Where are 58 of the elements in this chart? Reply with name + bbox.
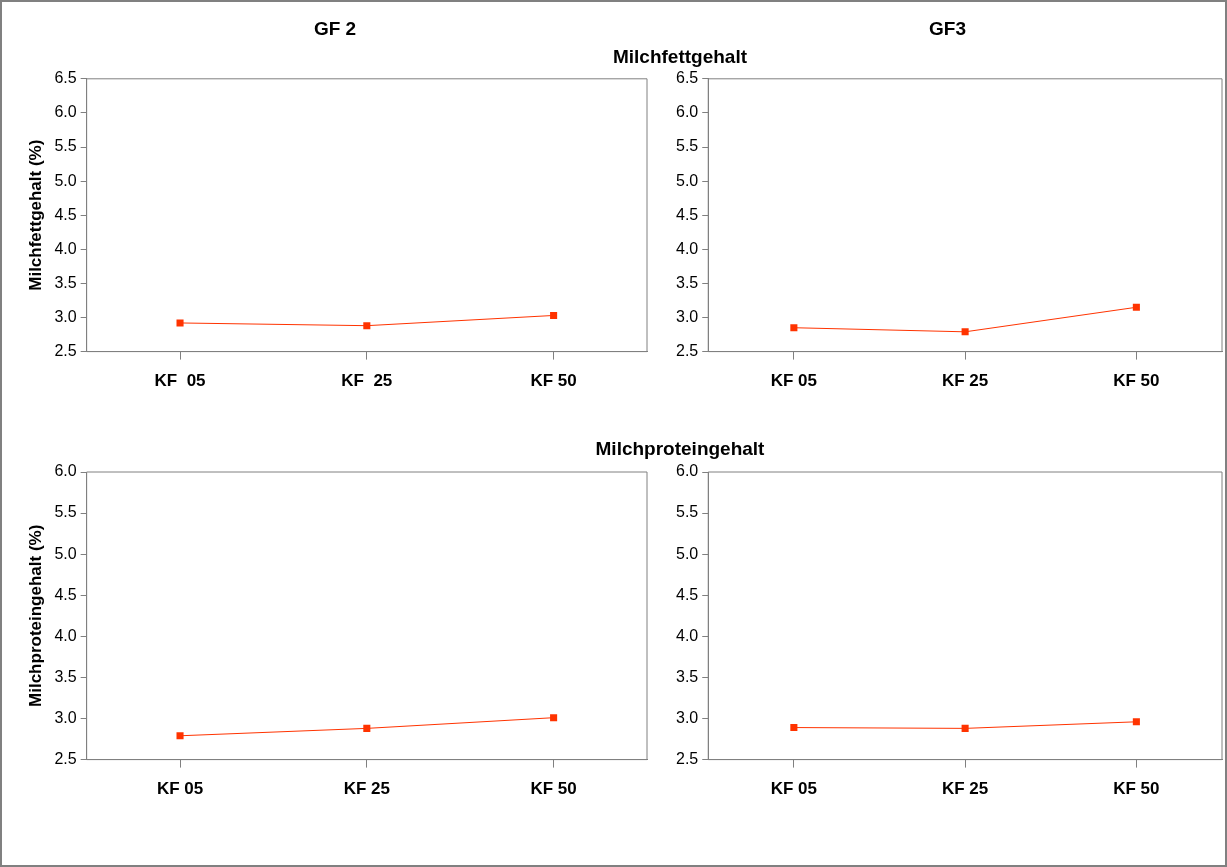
x-tick-label: KF 25 <box>341 371 393 391</box>
y-tick-label: 6.5 <box>675 69 699 87</box>
y-tick-label: 2.5 <box>675 342 699 360</box>
y-tick-label: 6.0 <box>54 462 77 480</box>
text: Milchfettgehalt <box>612 46 748 68</box>
point <box>1132 303 1140 311</box>
y-tick-label: 5.0 <box>675 544 699 562</box>
x-tick-label: KF 05 <box>154 371 206 391</box>
y-tick-label: 5.0 <box>675 171 699 189</box>
point <box>363 724 371 732</box>
y-tick-label: 2.5 <box>54 750 77 768</box>
y-tick-label: 5.0 <box>54 544 77 562</box>
x-tick-label: KF 50 <box>530 779 577 799</box>
y-tick-label: 6.0 <box>675 103 699 121</box>
y-tick-label: 5.5 <box>675 503 699 521</box>
point <box>790 324 798 332</box>
point <box>176 732 184 740</box>
y-tick-label: 3.0 <box>54 708 77 726</box>
y-tick-label: 3.5 <box>54 667 77 685</box>
y-tick-label: 4.0 <box>675 626 699 644</box>
y-tick-label: 3.5 <box>675 273 699 291</box>
chart-title: GF3 <box>929 17 966 39</box>
y-tick-label: 5.0 <box>54 171 77 189</box>
y-tick-label: 5.5 <box>675 137 699 155</box>
y-tick-label: 4.0 <box>54 239 77 257</box>
y-tick-label: 3.5 <box>675 667 699 685</box>
y-tick-label: 3.0 <box>54 307 77 325</box>
y-axis-title: Milchfettgehalt (%) <box>25 139 45 291</box>
x-tick-label: KF 25 <box>343 779 390 799</box>
y-tick-label: 4.5 <box>54 205 77 223</box>
y-tick-label: 3.0 <box>675 307 699 325</box>
x-tick-label: KF 05 <box>156 779 204 799</box>
y-tick-label: 6.5 <box>54 69 77 87</box>
y-tick-label: 4.5 <box>54 585 77 603</box>
x-tick-label: KF 05 <box>770 779 818 799</box>
y-tick-label: 2.5 <box>675 750 699 768</box>
x-tick-label: KF 25 <box>941 779 989 799</box>
y-tick-label: 4.0 <box>675 239 699 257</box>
point <box>961 328 969 336</box>
y-tick-label: 5.5 <box>54 503 77 521</box>
y-tick-label: 4.5 <box>675 585 699 603</box>
y-tick-label: 6.0 <box>675 462 699 480</box>
y-tick-label: 3.0 <box>675 708 699 726</box>
x-tick-label: KF 05 <box>770 371 818 391</box>
y-tick-label: 4.0 <box>54 626 77 644</box>
x-tick-label: KF 50 <box>530 371 577 391</box>
x-tick-label: KF 50 <box>1113 779 1160 799</box>
chart-title: GF 2 <box>313 17 357 39</box>
y-tick-label: 3.5 <box>54 273 77 291</box>
y-tick-label: 6.0 <box>54 103 77 121</box>
text: Milchproteingehalt <box>595 438 765 460</box>
y-tick-label: 2.5 <box>54 342 77 360</box>
y-tick-label: 4.5 <box>675 205 699 223</box>
x-tick-label: KF 50 <box>1113 371 1160 391</box>
point <box>550 714 558 722</box>
x-tick-label: KF 25 <box>941 371 989 391</box>
y-axis-title: Milchproteingehalt (%) <box>25 524 45 707</box>
y-tick-label: 5.5 <box>54 137 77 155</box>
